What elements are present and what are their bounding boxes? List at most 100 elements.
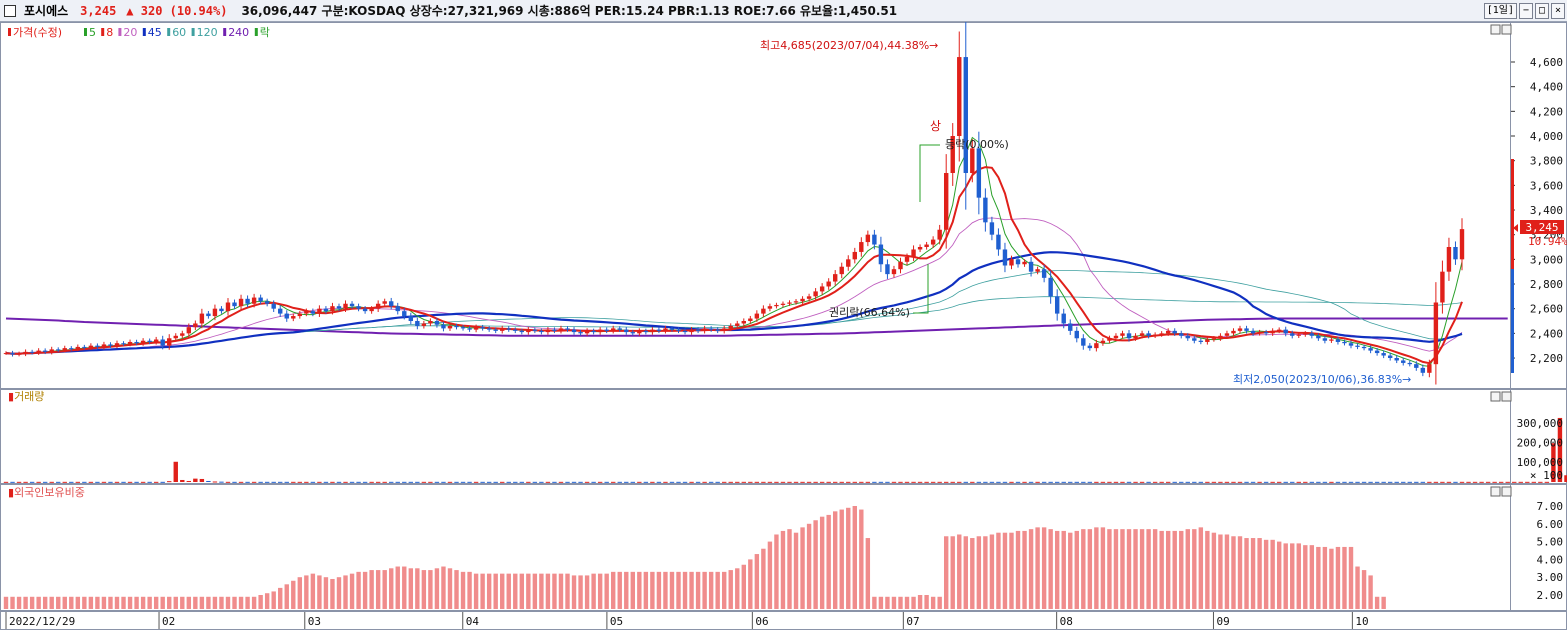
candle	[689, 329, 694, 333]
volume-bar	[780, 481, 786, 483]
candle	[865, 234, 871, 243]
foreign-ratio-bar	[493, 573, 498, 609]
candle	[10, 353, 15, 355]
foreign-ratio-bar	[767, 541, 773, 609]
legend-swatch	[223, 28, 227, 36]
candle	[793, 301, 799, 303]
period-button[interactable]: [1일]	[1483, 3, 1517, 19]
volume-bar	[715, 481, 720, 483]
volume-bar	[1459, 481, 1465, 483]
foreign-ratio-bar	[264, 593, 270, 609]
volume-bar	[1022, 481, 1027, 483]
stock-select-checkbox[interactable]	[4, 4, 16, 17]
panel-close-icon[interactable]	[1501, 24, 1512, 35]
foreign-ratio-bar	[513, 573, 518, 609]
foreign-ratio-bar	[349, 573, 355, 609]
foreign-ratio-bar	[62, 596, 67, 609]
foreign-ratio-bar	[813, 520, 818, 609]
current-price-tag	[1520, 220, 1564, 234]
candle	[846, 259, 851, 267]
foreign-ratio-bar	[891, 596, 897, 609]
candle	[225, 302, 231, 312]
candle	[676, 329, 681, 331]
volume-bar	[1322, 481, 1328, 483]
foreign-ratio-bar	[624, 571, 629, 609]
foreign-ratio-bar	[558, 573, 564, 609]
panel-restore-icon[interactable]	[1490, 24, 1501, 35]
candle	[852, 251, 857, 260]
candle	[245, 298, 250, 304]
candle	[1309, 333, 1315, 336]
volume-bar	[1348, 481, 1354, 483]
high-annotation: 최고4,685(2023/07/04),44.38%→	[760, 39, 938, 52]
candle	[1028, 261, 1034, 272]
chart-canvas[interactable]: 가격(수정) 5 8 20 45 60 120 240 락 ▮거래량 ▮외국인보유비중 4,60…	[0, 22, 1567, 630]
candle	[467, 328, 472, 330]
legend-swatch	[167, 28, 171, 36]
close-icon[interactable]: ×	[1551, 3, 1565, 19]
panel-controls[interactable]	[1490, 24, 1512, 497]
foreign-ratio-bar	[1074, 530, 1079, 609]
candle	[330, 306, 335, 312]
foreign-ratio-bar	[271, 591, 276, 609]
legend-item: 가격(수정)	[13, 26, 62, 39]
foreign-ratio-bar	[1198, 527, 1204, 609]
volume-bar	[153, 481, 159, 483]
volume-tick-label: 100,000	[1517, 456, 1563, 469]
volume-bar	[800, 481, 805, 483]
foreign-ratio-bar	[950, 536, 955, 609]
price-tick-label: 2,600	[1530, 303, 1563, 316]
candle	[930, 239, 936, 245]
candle	[473, 327, 479, 330]
candle	[1068, 323, 1073, 331]
foreign-ratio-bar	[42, 596, 48, 609]
foreign-ratio-bar	[996, 532, 1001, 609]
foreign-close-icon[interactable]	[1501, 486, 1512, 497]
candle	[212, 308, 218, 317]
candle	[1152, 334, 1158, 336]
candle	[447, 325, 453, 329]
candle	[819, 286, 825, 292]
candle	[761, 308, 766, 314]
foreign-ratio-bar	[898, 596, 903, 609]
volume-bar	[134, 481, 139, 483]
volume-bar	[637, 481, 642, 483]
foreign-ratio-bar	[343, 575, 348, 609]
volume-bar	[963, 481, 968, 483]
candle	[1015, 259, 1021, 265]
volume-bar	[1525, 481, 1530, 483]
candle	[643, 330, 649, 333]
candle	[56, 349, 61, 351]
current-change-label: 10.94%	[1528, 235, 1567, 248]
current-price-label: 3,245	[1525, 221, 1558, 234]
foreign-ratio-bar	[833, 511, 838, 609]
foreign-restore-icon[interactable]	[1490, 486, 1501, 497]
minimize-icon[interactable]: −	[1519, 3, 1533, 19]
foreign-ratio-bar	[728, 570, 733, 609]
volume-bar	[95, 481, 100, 483]
candle	[16, 353, 22, 355]
volume-bar	[578, 481, 583, 483]
volume-restore-icon[interactable]	[1490, 391, 1501, 402]
foreign-ratio-bar	[565, 573, 570, 609]
foreign-ratio-bar	[304, 575, 309, 609]
candle	[297, 313, 303, 317]
foreign-ratio-bar	[957, 534, 962, 609]
candle	[708, 328, 714, 330]
volume-bar	[1015, 481, 1021, 483]
foreign-ratio-bar	[1263, 539, 1269, 609]
volume-bar	[1453, 481, 1458, 483]
maximize-icon[interactable]: □	[1535, 3, 1549, 19]
volume-bar	[552, 481, 557, 483]
volume-bar	[108, 481, 113, 483]
foreign-ratio-bar	[1159, 530, 1164, 609]
volume-bar	[584, 481, 590, 483]
candle	[715, 329, 720, 331]
volume-close-icon[interactable]	[1501, 391, 1512, 402]
legend-item: 20	[123, 26, 137, 39]
price-tick-label: 4,200	[1530, 105, 1563, 118]
candle	[95, 345, 100, 347]
volume-bar	[441, 481, 446, 483]
candle	[186, 327, 192, 334]
x-axis-label: 07	[906, 615, 919, 628]
